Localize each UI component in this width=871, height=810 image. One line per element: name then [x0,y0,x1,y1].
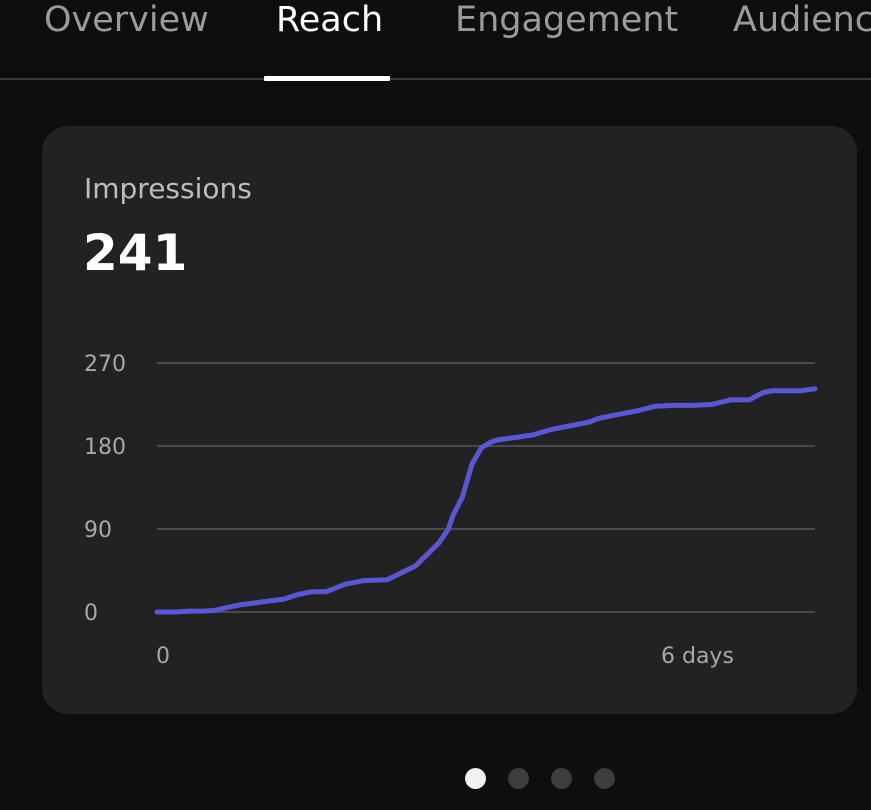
active-tab-indicator [264,76,390,81]
tab-bar: Overview Reach Engagement Audience [0,0,871,81]
x-tick-label: 0 [156,644,170,669]
tab-reach[interactable]: Reach [276,0,384,40]
tab-engagement[interactable]: Engagement [455,0,679,40]
impressions-line-chart: 0 90 180 270 0 6 days [84,352,818,669]
page-dot-3[interactable] [551,768,572,789]
impressions-card[interactable]: Impressions 241 0 90 180 270 0 6 days [42,126,857,714]
y-tick-label: 180 [84,435,126,460]
page-dot-2[interactable] [508,768,529,789]
x-tick-label: 6 days [661,644,734,669]
y-tick-label: 90 [84,518,112,543]
tab-overview[interactable]: Overview [44,0,209,40]
y-tick-label: 270 [84,352,126,377]
page-dot-4[interactable] [594,768,615,789]
impressions-label: Impressions [84,172,252,205]
y-tick-label: 0 [84,601,98,626]
impressions-value: 241 [83,224,188,282]
impressions-series-line [154,386,818,615]
tab-audience[interactable]: Audience [733,0,871,40]
page-dot-1[interactable] [465,768,486,789]
